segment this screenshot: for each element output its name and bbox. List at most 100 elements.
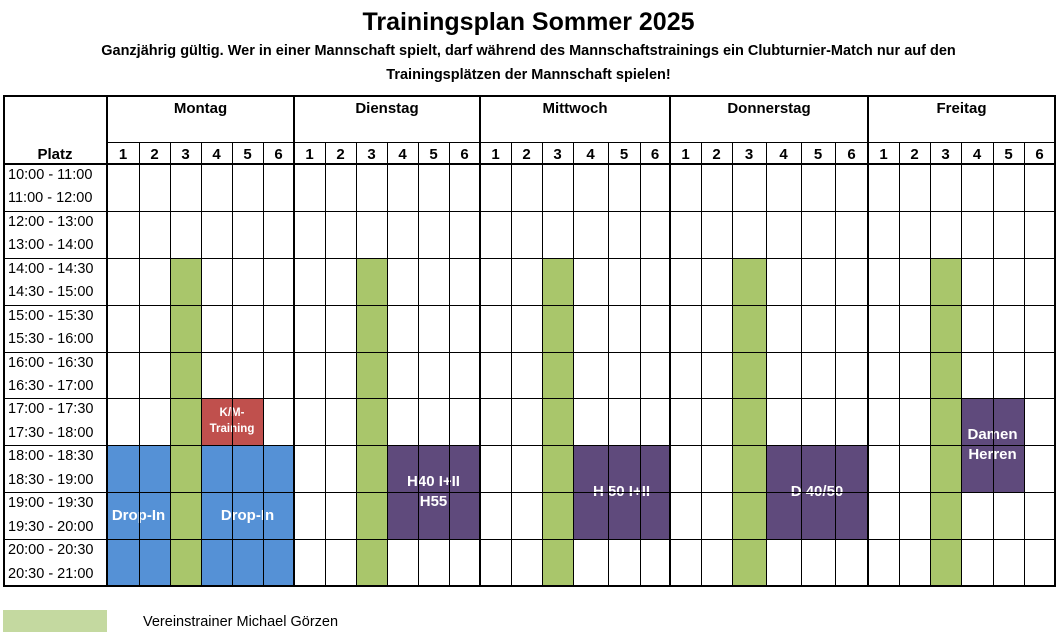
court-divider	[263, 142, 264, 586]
row-divider	[3, 539, 1055, 541]
court-divider	[608, 142, 609, 586]
time-slot-label: 15:30 - 16:00	[8, 331, 94, 348]
time-slot-label: 17:30 - 18:00	[8, 424, 94, 441]
court-divider	[801, 142, 802, 586]
court-number: 6	[460, 146, 469, 163]
block-label-group: DamenHerren	[961, 398, 1024, 492]
time-slot-label: 17:00 - 17:30	[8, 401, 94, 418]
block-label: D 40/50	[790, 483, 844, 501]
court-divider	[139, 142, 140, 586]
header-bottom-line	[3, 163, 1055, 165]
court-number: 4	[586, 146, 595, 163]
platz-label: Platz	[37, 146, 73, 163]
block-label: H55	[419, 493, 448, 511]
court-number: 1	[491, 146, 500, 163]
page-title: Trainingsplan Sommer 2025	[362, 8, 695, 36]
court-number: 2	[336, 146, 345, 163]
schedule-block-green	[170, 257, 201, 586]
court-divider	[449, 142, 450, 586]
day-divider	[669, 95, 671, 586]
court-number: 5	[813, 146, 823, 163]
block-label: H40 I+II	[407, 472, 460, 490]
time-slot-label: 18:00 - 18:30	[8, 448, 94, 465]
subtitle-line-2: Trainingsplätzen der Mannschaft spielen!	[386, 67, 671, 83]
header-divider	[107, 142, 1055, 143]
court-number: 4	[779, 146, 788, 163]
court-number: 5	[1004, 146, 1013, 163]
schedule-block-purple	[387, 445, 480, 540]
day-header: Mittwoch	[542, 100, 608, 117]
block-label-group: H40 I+II H55	[387, 445, 480, 539]
block-label: Drop-In	[112, 506, 165, 526]
day-header: Donnerstag	[727, 100, 811, 117]
table-border-top	[3, 95, 1055, 97]
court-divider	[542, 142, 543, 586]
court-number: 5	[619, 146, 629, 163]
time-slot-label: 10:00 - 11:00	[8, 167, 93, 183]
day-divider	[106, 95, 108, 586]
schedule-block-purple	[573, 445, 670, 540]
table-border-left	[3, 95, 5, 587]
day-header: Montag	[173, 100, 228, 117]
court-number: 6	[847, 146, 856, 163]
court-number: 6	[650, 146, 660, 163]
schedule-block-purple	[961, 398, 1024, 493]
schedule-block-blue	[107, 445, 170, 586]
court-divider	[573, 142, 574, 586]
schedule-block-blue	[201, 445, 294, 586]
court-divider	[835, 142, 836, 586]
court-number: 5	[243, 146, 252, 163]
court-number: 3	[941, 146, 950, 163]
court-divider	[732, 142, 733, 586]
block-label-group: K/M-Training	[201, 398, 263, 445]
court-number: 5	[429, 146, 438, 163]
row-divider	[3, 492, 1055, 494]
row-divider	[3, 257, 1055, 259]
court-divider	[899, 142, 900, 586]
schedule-block-green	[930, 257, 961, 586]
court-number: 6	[274, 146, 283, 163]
time-slot-label: 15:00 - 15:30	[8, 307, 94, 324]
time-slot-label: 12:00 - 13:00	[8, 213, 94, 230]
time-slot-label: 20:00 - 20:30	[8, 542, 94, 559]
schedule-block-purple	[766, 445, 868, 540]
court-divider	[961, 142, 962, 586]
court-number: 6	[1035, 146, 1044, 163]
court-number: 2	[150, 146, 159, 163]
court-number: 2	[522, 146, 531, 163]
court-divider	[387, 142, 388, 586]
block-label-group: Drop-In	[107, 492, 170, 539]
block-label: Drop-In	[220, 506, 275, 524]
court-divider	[766, 142, 767, 586]
time-slot-label: 14:00 - 14:30	[8, 260, 94, 277]
time-slot-label: 14:30 - 15:00	[8, 284, 94, 301]
row-divider	[3, 351, 1055, 353]
court-number: 3	[553, 146, 562, 163]
court-divider	[170, 142, 171, 586]
court-divider	[325, 142, 326, 586]
court-divider	[1024, 142, 1025, 586]
court-divider	[640, 142, 641, 586]
court-divider	[356, 142, 357, 586]
time-slot-label: 16:00 - 16:30	[8, 354, 94, 371]
court-divider	[511, 142, 512, 586]
block-label-group: H 50 I+II	[573, 445, 670, 539]
time-slot-label: 11:00 - 12:00	[8, 190, 93, 207]
day-divider	[479, 95, 481, 586]
court-number: 2	[712, 146, 721, 163]
court-number: 1	[305, 146, 314, 163]
court-number: 4	[212, 146, 221, 163]
table-border-right	[1054, 95, 1056, 587]
court-divider	[701, 142, 702, 586]
row-divider	[3, 304, 1055, 306]
court-number: 3	[367, 146, 376, 163]
court-number: 3	[744, 146, 754, 163]
court-divider	[201, 142, 202, 586]
court-divider	[418, 142, 419, 586]
time-slot-label: 18:30 - 19:00	[8, 471, 94, 488]
court-divider	[930, 142, 931, 586]
time-slot-label: 20:30 - 21:00	[8, 565, 94, 582]
court-number: 4	[972, 146, 982, 163]
row-divider	[3, 445, 1055, 447]
